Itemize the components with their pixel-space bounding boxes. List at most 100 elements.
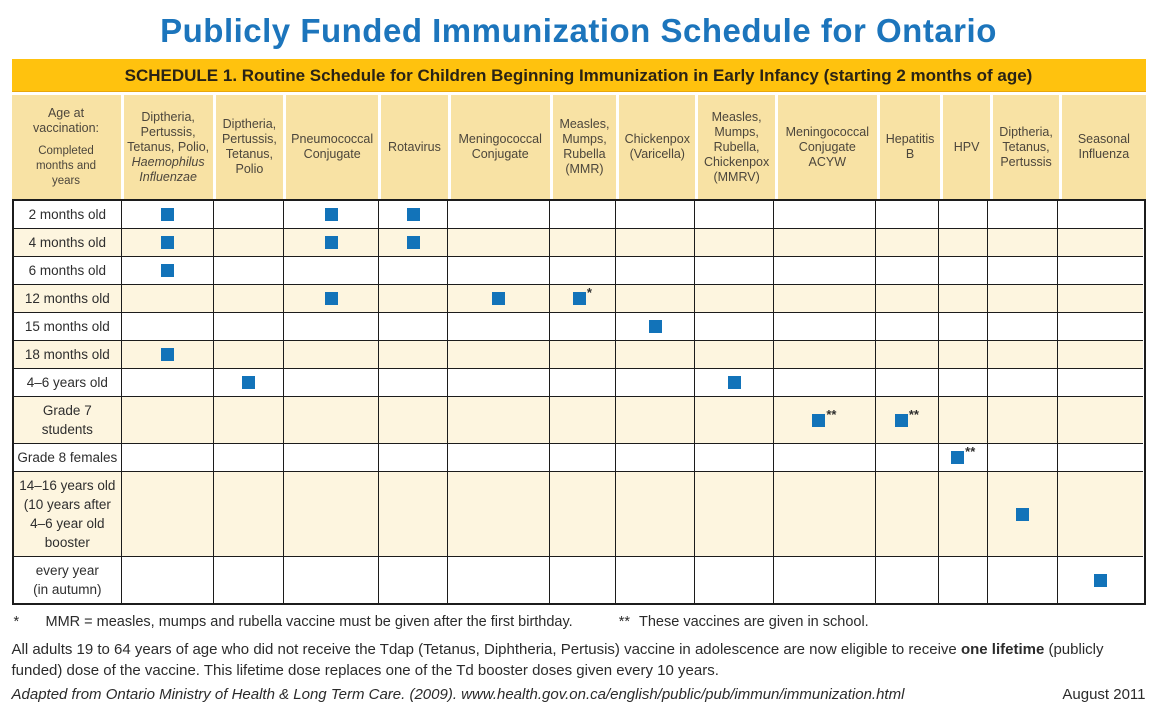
schedule-cell [875,257,940,285]
dose-marker-icon [1015,507,1029,521]
column-header-label: Diptheria, Tetanus, Pertussis [999,124,1053,169]
row-label: Grade 8 females [17,450,118,465]
schedule-cell [284,201,379,229]
paragraph-bold-text: one lifetime [960,641,1045,658]
schedule-cell [939,257,989,285]
schedule-cell [549,229,617,257]
schedule-cell [448,201,550,229]
schedule-cell [284,257,379,285]
schedule-cell [214,229,285,257]
column-header-label: Measles, Mumps, Rubella, Chickenpox (MMR… [703,109,770,184]
column-header-10: HPV [940,95,990,199]
paragraph-text: (publicly funded) dose of the vaccine. T… [11,641,1104,679]
schedule-cell [378,341,449,369]
column-header-label: Seasonal Influenza [1077,132,1130,161]
schedule-cell [875,472,940,557]
page-title: Publicly Funded Immunization Schedule fo… [160,12,997,49]
schedule-cell [122,201,215,229]
dose-marker-icon [1094,573,1108,587]
schedule-cell [695,341,775,369]
schedule-cell [284,229,379,257]
row-label-cell: 4 months old [13,229,123,257]
schedule-cell [616,341,696,369]
column-header-label: Meningococcal Conjugate [458,132,542,161]
schedule-cell [122,472,215,557]
schedule-cell [448,397,550,444]
dose-marker-icon [324,208,338,221]
schedule-cell [875,285,940,313]
column-header-9: Hepatitis B [876,95,941,199]
schedule-cell [616,257,696,285]
dose-marker-icon [406,208,420,221]
schedule-cell [616,472,696,557]
dose-marker-icon [406,236,420,249]
schedule-cell [774,285,876,313]
date-label: August 2011 [1062,686,1146,703]
schedule-cell [616,201,696,229]
schedule-cell [988,444,1058,472]
schedule-cell [616,397,696,444]
schedule-cell [378,257,449,285]
row-label: every year (in autumn) [33,563,102,597]
dose-marker-icon [324,236,338,249]
table-header-row: Age at vaccination: Completed months and … [11,95,1146,199]
schedule-cell [695,369,775,397]
schedule-cell [695,397,775,444]
schedule-cell [448,369,550,397]
schedule-cell [875,313,940,341]
schedule-cell [549,257,617,285]
schedule-cell [284,313,379,341]
schedule-cell [695,444,775,472]
schedule-cell [378,201,449,229]
schedule-cell [939,557,989,603]
row-label-cell: Grade 7 students [13,397,123,444]
schedule-cell [378,313,449,341]
footnotes: * MMR = measles, mumps and rubella vacci… [12,614,1146,630]
schedule-cell [448,313,550,341]
schedule-cell [122,557,215,603]
schedule-cell [616,557,696,603]
schedule-cell [284,444,379,472]
schedule-cell [616,444,696,472]
schedule-cell [549,557,617,603]
dose-marker-icon [161,264,175,277]
schedule-cell [214,472,285,557]
column-header-label: Hepatitis B [885,132,935,161]
age-column-header: Age at vaccination: Completed months and … [11,95,121,199]
schedule-cell [988,285,1058,313]
dose-marker-icon [812,413,826,427]
schedule-cell [1057,313,1144,341]
dose-marker-icon [951,451,965,464]
column-header-0: Diptheria, Pertussis, Tetanus, Polio, Hae… [120,95,213,199]
column-header-label: Rotavirus [388,139,441,154]
age-header-title: Age at vaccination: [33,105,100,135]
schedule-cell [988,472,1058,557]
dose-marker-icon [491,292,505,305]
schedule-cell [774,444,876,472]
schedule-cell [214,341,285,369]
column-header-6: Chickenpox (Varicella) [616,95,696,199]
schedule-cell [122,341,215,369]
schedule-cell [939,201,989,229]
footnote-mmr: * MMR = measles, mumps and rubella vacci… [12,614,573,630]
dose-marker-icon [161,348,175,361]
schedule-cell [875,557,940,603]
dose-footnote-marker: ** [826,406,837,422]
schedule-cell: ** [774,397,876,444]
dose-marker-icon [324,292,338,305]
schedule-cell [214,444,285,472]
schedule-cell [378,444,449,472]
schedule-cell [214,397,285,444]
column-header-3: Rotavirus [378,95,448,199]
schedule-cell [378,557,449,603]
schedule-cell [122,397,215,444]
column-header-label: Diptheria, Pertussis, Tetanus, Polio, [127,109,210,154]
dose-marker-icon [242,376,256,389]
schedule-cell [774,313,876,341]
schedule-cell [939,285,989,313]
schedule-cell [774,369,876,397]
schedule-cell [616,369,696,397]
row-label-cell: 12 months old [13,285,123,313]
row-label-cell: 4–6 years old [13,369,123,397]
schedule-cell [284,285,379,313]
